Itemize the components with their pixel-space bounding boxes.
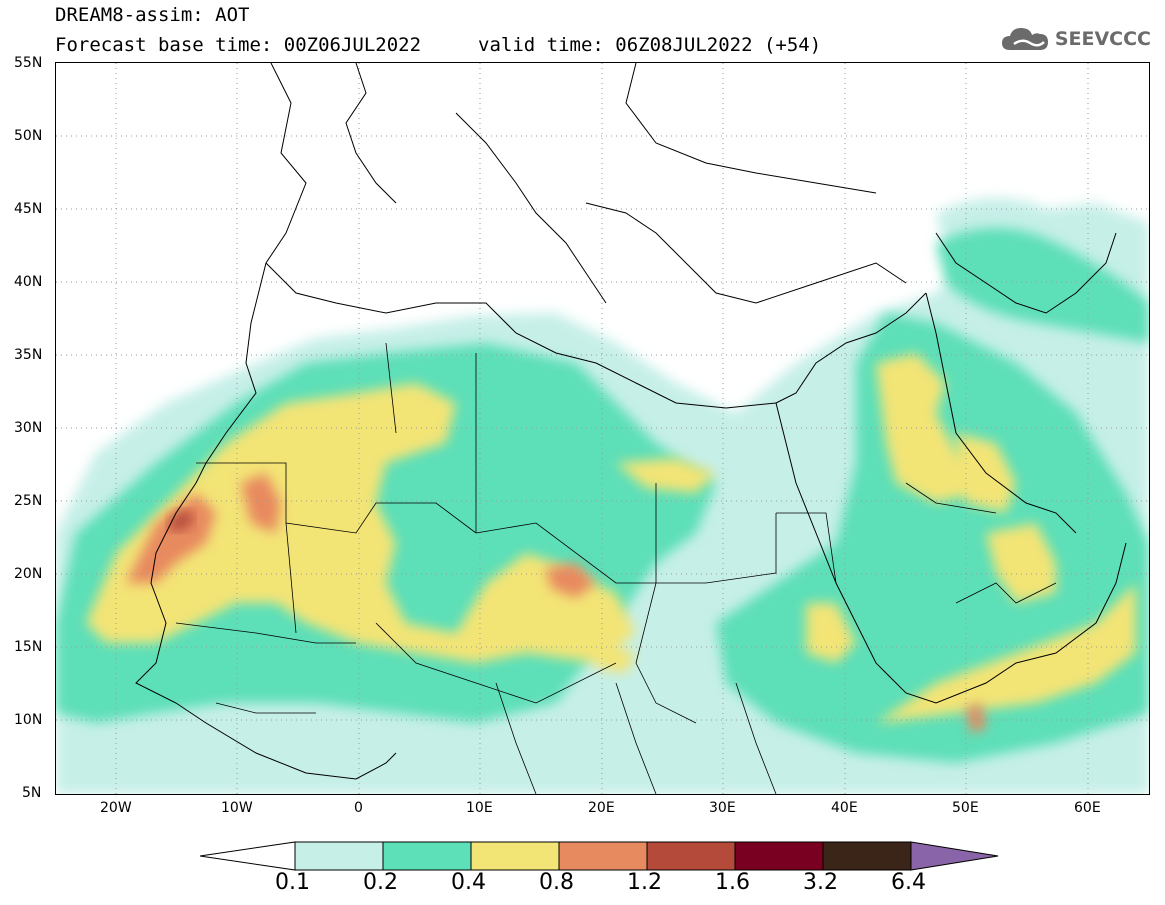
- lon-label: 60E: [1074, 800, 1101, 816]
- colorbar-label: 0.8: [539, 870, 574, 895]
- lat-label: 45N: [14, 201, 43, 217]
- lat-label: 30N: [14, 420, 43, 436]
- aot-layer-0.4: [86, 353, 1136, 723]
- map-panel: [55, 62, 1150, 795]
- lon-label: 20E: [588, 800, 615, 816]
- lat-label: 20N: [14, 566, 43, 582]
- colorbar-label: 3.2: [803, 870, 838, 895]
- lat-label: 40N: [14, 274, 43, 290]
- valid-time: valid time: 06Z08JUL2022 (+54): [478, 34, 822, 56]
- lon-label: 0: [354, 800, 363, 816]
- lat-label: 15N: [14, 639, 43, 655]
- colorbar-label: 1.2: [627, 870, 662, 895]
- graticule: [56, 63, 1149, 794]
- colorbar-segment: [294, 841, 384, 871]
- chart-title: DREAM8-assim: AOT: [55, 4, 250, 26]
- colorbar-segment: [734, 841, 824, 871]
- lat-label: 50N: [14, 128, 43, 144]
- colorbar-segment: [822, 841, 912, 871]
- aot-layer-0.8: [126, 473, 986, 733]
- seevccc-logo: SEEVCCC: [1000, 24, 1151, 54]
- aot-layer-1.2: [166, 508, 196, 533]
- country-borders: [175, 342, 1057, 794]
- lon-label: 40E: [831, 800, 858, 816]
- colorbar-segment: [558, 841, 648, 871]
- lat-label: 25N: [14, 493, 43, 509]
- colorbar-label: 6.4: [891, 870, 926, 895]
- colorbar-label: 0.2: [363, 870, 398, 895]
- aot-map: [56, 63, 1149, 794]
- colorbar-segment: [382, 841, 472, 871]
- lon-label: 10W: [221, 800, 253, 816]
- lat-label: 10N: [14, 712, 43, 728]
- lat-label: 55N: [14, 55, 43, 71]
- colorbar-label: 0.1: [275, 870, 310, 895]
- lon-label: 20W: [100, 800, 132, 816]
- colorbar-arrow-high: [910, 841, 999, 871]
- lat-label: 35N: [14, 347, 43, 363]
- cloud-logo-icon: [1001, 28, 1048, 50]
- coastlines: [135, 63, 1127, 780]
- lat-label: 5N: [22, 785, 42, 801]
- lon-label: 10E: [466, 800, 493, 816]
- forecast-base-time: Forecast base time: 00Z06JUL2022: [55, 34, 422, 56]
- lon-label: 30E: [709, 800, 736, 816]
- colorbar-arrow-low: [200, 841, 296, 871]
- colorbar: [200, 841, 999, 871]
- colorbar-label: 1.6: [715, 870, 750, 895]
- lon-label: 50E: [952, 800, 979, 816]
- logo-text: SEEVCCC: [1054, 28, 1151, 50]
- colorbar-segment: [470, 841, 560, 871]
- colorbar-segment: [646, 841, 736, 871]
- colorbar-label: 0.4: [451, 870, 486, 895]
